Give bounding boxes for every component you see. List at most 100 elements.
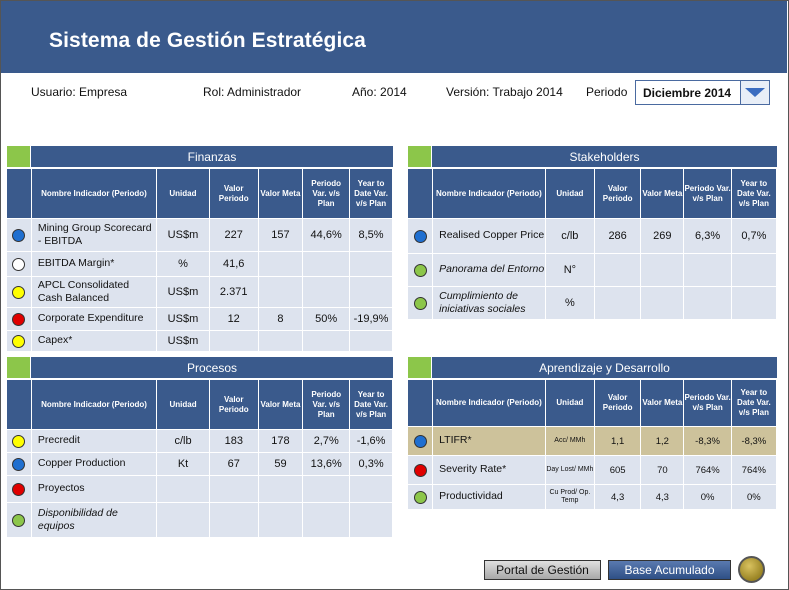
status-yellow-icon — [12, 285, 26, 299]
cell-ytd: 8,5% — [350, 219, 392, 251]
panel-marker — [7, 357, 30, 378]
cell-ytd: -8,3% — [731, 427, 776, 455]
status-orb-button[interactable] — [738, 556, 765, 583]
column-header-unidad: Unidad — [157, 380, 209, 429]
cell-var — [684, 287, 731, 319]
column-header-unidad: Unidad — [157, 169, 209, 218]
cell-ytd: -1,6% — [350, 430, 392, 452]
column-header-ytd-var: Year to Date Var. v/s Plan — [731, 169, 776, 218]
status-green-icon — [413, 490, 427, 504]
cell-valor: 183 — [209, 430, 258, 452]
status-cell — [408, 254, 433, 286]
cell-valor: 286 — [595, 219, 641, 253]
cell-unidad: % — [157, 252, 209, 276]
table-row: APCL Consolidated Cash Balanced US$m 2.371 — [7, 277, 392, 307]
cell-var: 0% — [684, 485, 731, 509]
status-blue-icon — [413, 434, 427, 448]
cell-valor — [595, 254, 641, 286]
column-header-periodo-var: Periodo Var. v/s Plan — [684, 169, 731, 218]
dropdown-button[interactable] — [740, 81, 769, 104]
cell-name: Mining Group Scorecard - EBITDA — [31, 219, 157, 251]
cell-var: 2,7% — [303, 430, 350, 452]
cell-meta: 59 — [258, 453, 303, 475]
cell-unidad: Acc/ MMh — [545, 427, 594, 455]
status-cell — [7, 476, 31, 502]
periodo-select[interactable]: Diciembre 2014 — [635, 80, 770, 105]
cell-ytd: 0,7% — [731, 219, 776, 253]
table-row: EBITDA Margin*% 41,6 — [7, 252, 392, 276]
usuario-label: Usuario: Empresa — [31, 85, 128, 99]
cell-var: 44,6% — [303, 219, 350, 251]
cell-name: Cumplimiento de iniciativas sociales — [433, 287, 545, 319]
status-cell — [408, 485, 433, 509]
cell-valor: 4,3 — [595, 485, 641, 509]
cell-name: Precredit — [31, 430, 157, 452]
cell-var: 13,6% — [303, 453, 350, 475]
status-yellow-icon — [12, 434, 26, 448]
app-title: Sistema de Gestión Estratégica — [49, 29, 366, 52]
cell-unidad: US$m — [157, 277, 209, 307]
cell-name: Realised Copper Price — [433, 219, 545, 253]
cell-valor: 227 — [209, 219, 258, 251]
anio-label: Año: 2014 — [352, 85, 407, 99]
cell-meta: 269 — [641, 219, 684, 253]
cell-var — [684, 254, 731, 286]
cell-valor: 67 — [209, 453, 258, 475]
cell-var — [303, 252, 350, 276]
column-header-periodo-var: Periodo Var. v/s Plan — [303, 380, 350, 429]
cell-name: Capex* — [31, 331, 157, 351]
cell-var: -8,3% — [684, 427, 731, 455]
status-cell — [7, 453, 31, 475]
status-cell — [7, 430, 31, 452]
header-status — [7, 380, 31, 429]
status-cell — [7, 219, 31, 251]
column-header-valor-periodo: Valor Periodo — [595, 380, 641, 426]
portal-gestion-button[interactable]: Portal de Gestión — [484, 560, 601, 580]
cell-meta — [258, 252, 303, 276]
cell-var — [303, 277, 350, 307]
cell-name: EBITDA Margin* — [31, 252, 157, 276]
cell-valor: 1,1 — [595, 427, 641, 455]
cell-unidad: Kt — [157, 453, 209, 475]
status-cell — [7, 503, 31, 537]
cell-name: Proyectos — [31, 476, 157, 502]
column-header-nombre: Nombre Indicador (Periodo) — [31, 169, 157, 218]
column-header-unidad: Unidad — [545, 380, 594, 426]
cell-unidad — [157, 503, 209, 537]
table-row: Proyectos — [7, 476, 392, 502]
cell-meta: 4,3 — [641, 485, 684, 509]
cell-ytd: 764% — [731, 456, 776, 484]
status-red-icon — [413, 463, 427, 477]
status-cell — [408, 287, 433, 319]
cell-meta: 8 — [258, 308, 303, 330]
cell-var: 6,3% — [684, 219, 731, 253]
status-green-icon — [413, 296, 427, 310]
status-cell — [408, 219, 433, 253]
table-row: Panorama del Entorno N° — [408, 254, 776, 286]
cell-valor — [209, 503, 258, 537]
status-cell — [7, 308, 31, 330]
cell-valor — [595, 287, 641, 319]
panel-title: Finanzas — [31, 146, 393, 167]
status-cell — [7, 331, 31, 351]
base-acumulado-button[interactable]: Base Acumulado — [608, 560, 731, 580]
cell-meta — [641, 287, 684, 319]
cell-name: Corporate Expenditure — [31, 308, 157, 330]
panel-marker — [408, 357, 431, 378]
table-row: LTIFR* Acc/ MMh 1,1 1,2 -8,3% -8,3% — [408, 427, 776, 455]
cell-ytd: 0% — [731, 485, 776, 509]
table-row: Realised Copper Price c/lb 286 269 6,3% 0,7% — [408, 219, 776, 253]
header-status — [408, 169, 433, 218]
cell-ytd — [350, 252, 392, 276]
column-header-nombre: Nombre Indicador (Periodo) — [433, 169, 545, 218]
cell-meta — [258, 331, 303, 351]
column-header-valor-meta: Valor Meta — [258, 380, 303, 429]
cell-ytd — [731, 287, 776, 319]
status-red-icon — [12, 312, 26, 326]
column-header-valor-periodo: Valor Periodo — [209, 380, 258, 429]
table-stakeholders: Nombre Indicador (Periodo) Unidad Valor Pe… — [407, 168, 777, 320]
status-white-icon — [12, 257, 26, 271]
cell-unidad: c/lb — [545, 219, 594, 253]
cell-meta — [641, 254, 684, 286]
status-cell — [408, 456, 433, 484]
